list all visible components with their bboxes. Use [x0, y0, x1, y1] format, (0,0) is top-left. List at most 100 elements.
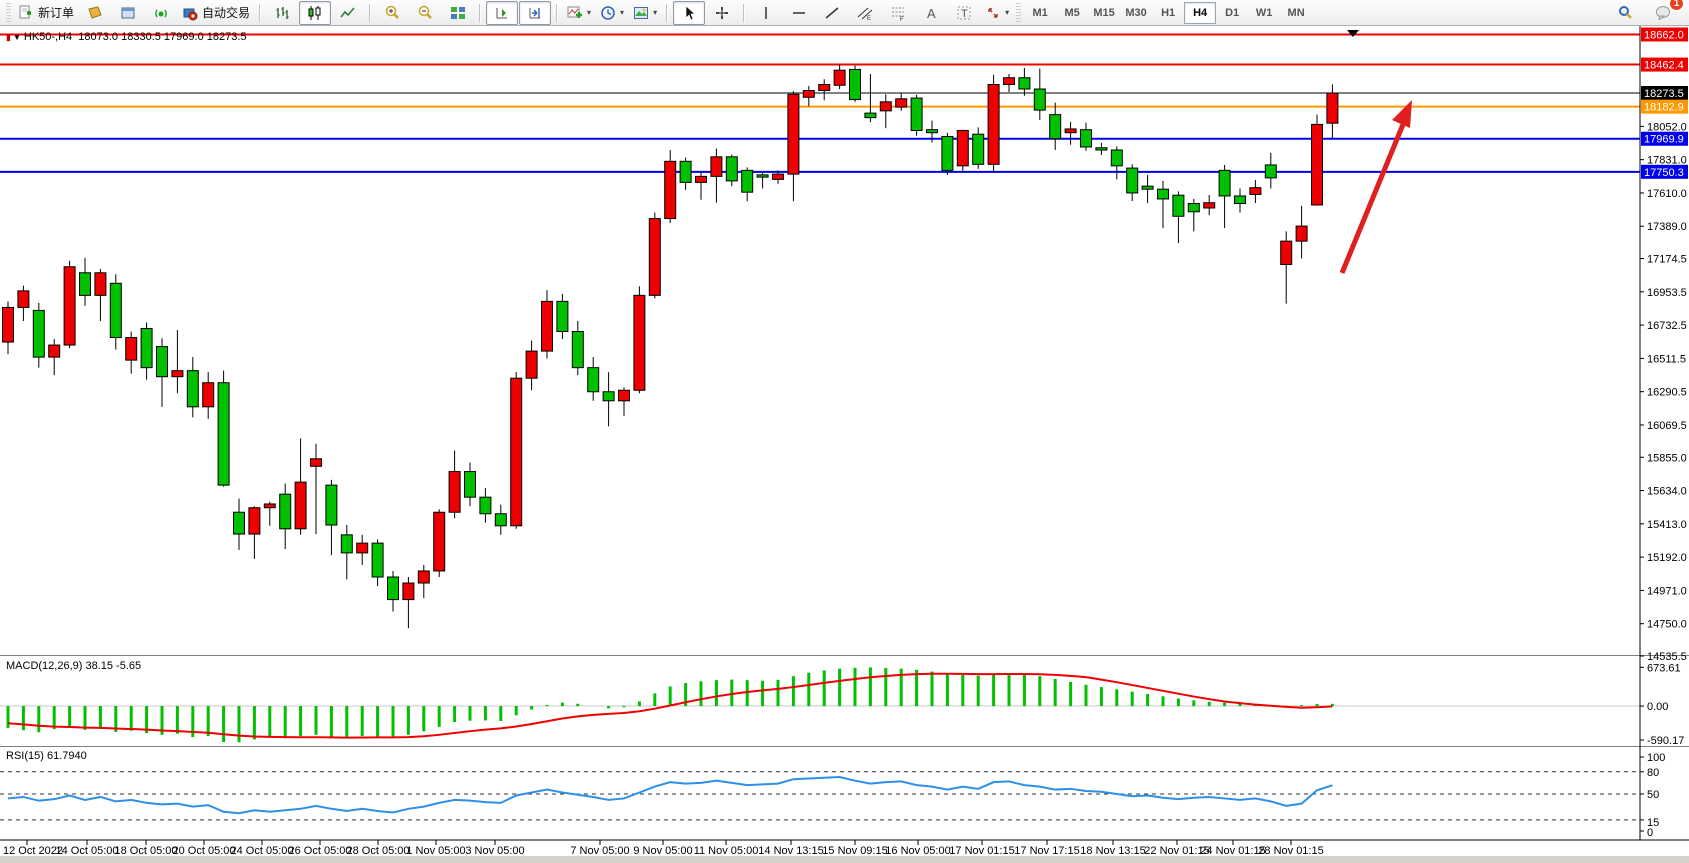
candle-bull[interactable]: [48, 344, 61, 358]
candle-bear[interactable]: [1234, 195, 1246, 204]
zoom-in-button[interactable]: [376, 1, 408, 25]
time-tick-label[interactable]: 18 Nov 13:15: [1080, 845, 1145, 857]
trendline-button[interactable]: [816, 1, 848, 25]
candle-bear[interactable]: [756, 174, 769, 178]
candle-bull[interactable]: [833, 69, 846, 86]
candle-bull[interactable]: [525, 350, 538, 379]
candle-bull[interactable]: [171, 370, 184, 378]
candle-chart-button[interactable]: [299, 0, 332, 25]
time-tick-label[interactable]: 9 Nov 05:00: [633, 845, 692, 857]
candle-bear[interactable]: [371, 542, 384, 578]
time-tick-label[interactable]: 28 Nov 01:15: [1258, 845, 1323, 857]
candle-bear[interactable]: [1049, 114, 1062, 140]
candle-bull[interactable]: [63, 266, 76, 346]
candle-bull[interactable]: [294, 481, 307, 530]
candle-bear[interactable]: [1080, 129, 1092, 148]
candle-bull[interactable]: [1295, 225, 1308, 242]
candle-bull[interactable]: [802, 90, 815, 98]
cursor-button[interactable]: [673, 0, 706, 25]
timeframe-m15-button[interactable]: M15: [1093, 6, 1115, 19]
time-tick-label[interactable]: 15 Nov 09:15: [822, 845, 887, 857]
time-tick-label[interactable]: 28 Oct 05:00: [347, 845, 410, 857]
candle-bull[interactable]: [2, 306, 14, 343]
candle-bear[interactable]: [1141, 185, 1154, 190]
time-tick-label[interactable]: 12 Oct 2022: [3, 845, 63, 857]
candle-bull[interactable]: [356, 542, 369, 554]
timeframe-h1-button[interactable]: H1: [1161, 6, 1176, 19]
candle-bear[interactable]: [864, 112, 877, 119]
new-order-button[interactable]: 新订单: [14, 1, 78, 25]
candle-bear[interactable]: [32, 309, 45, 358]
signals-button[interactable]: [145, 1, 177, 25]
candle-bear[interactable]: [587, 367, 600, 393]
candle-bear[interactable]: [1157, 188, 1169, 200]
candle-bull[interactable]: [1003, 77, 1015, 86]
timeframe-d1-button[interactable]: D1: [1225, 6, 1240, 19]
hline-button[interactable]: [783, 1, 815, 25]
timeframe-m5-button[interactable]: M5: [1064, 6, 1080, 19]
candle-bull[interactable]: [310, 458, 322, 467]
candle-bull[interactable]: [448, 471, 461, 513]
candle-bull[interactable]: [695, 175, 707, 183]
candle-bear[interactable]: [494, 513, 507, 527]
candle-bull[interactable]: [987, 84, 1000, 165]
chart-shift-button[interactable]: [519, 0, 552, 25]
arrows-button[interactable]: ▾: [981, 1, 1013, 25]
line-chart-button[interactable]: [332, 1, 364, 25]
candle-bear[interactable]: [1018, 77, 1031, 90]
candle-bull[interactable]: [648, 218, 661, 296]
candle-bear[interactable]: [279, 493, 292, 530]
candle-bull[interactable]: [895, 98, 908, 108]
chevron-down-icon[interactable]: ▾: [587, 8, 592, 17]
toolbar-grip-2[interactable]: [1016, 2, 1022, 23]
time-tick-label[interactable]: 17 Nov 17:15: [1014, 845, 1079, 857]
time-tick-label[interactable]: 18 Oct 05:00: [115, 845, 178, 857]
indicators-button[interactable]: ▾: [563, 1, 595, 25]
timeframe-m1-button[interactable]: M1: [1032, 6, 1048, 19]
candle-bear[interactable]: [1110, 149, 1123, 167]
candle-bear[interactable]: [1126, 167, 1139, 194]
tile-windows-button[interactable]: [442, 1, 474, 25]
candle-bull[interactable]: [772, 173, 784, 180]
candle-bull[interactable]: [417, 570, 430, 584]
candle-bull[interactable]: [1203, 202, 1216, 209]
time-tick-label[interactable]: 7 Nov 05:00: [570, 845, 629, 857]
candle-bear[interactable]: [602, 391, 615, 402]
time-tick-label[interactable]: 24 Oct 05:00: [231, 845, 294, 857]
time-tick-label[interactable]: 14 Nov 13:15: [758, 845, 823, 857]
candle-bull[interactable]: [17, 290, 30, 308]
timeframe-w1-button[interactable]: W1: [1255, 6, 1273, 19]
candle-bear[interactable]: [926, 129, 938, 134]
channel-button[interactable]: E: [849, 1, 881, 25]
text-button[interactable]: A: [915, 1, 947, 25]
candle-bull[interactable]: [1249, 187, 1262, 195]
candle-bear[interactable]: [941, 135, 954, 171]
candle-bear[interactable]: [233, 511, 245, 535]
candle-bear[interactable]: [140, 327, 153, 369]
templates-button[interactable]: ▾: [629, 1, 661, 25]
notifications-button[interactable]: 1: [1647, 0, 1684, 25]
candle-bull[interactable]: [541, 300, 553, 352]
candle-bull[interactable]: [618, 389, 630, 402]
time-tick-label[interactable]: 20 Oct 05:00: [173, 845, 236, 857]
chevron-down-icon[interactable]: ▾: [620, 8, 625, 17]
candle-bull[interactable]: [1326, 92, 1339, 124]
candle-bull[interactable]: [248, 507, 261, 535]
candle-bear[interactable]: [725, 156, 738, 182]
candle-bear[interactable]: [910, 97, 923, 131]
candle-bull[interactable]: [402, 582, 415, 601]
candle-bull[interactable]: [787, 93, 800, 175]
chevron-down-icon[interactable]: ▾: [653, 8, 658, 17]
candle-bear[interactable]: [186, 370, 199, 408]
time-tick-label[interactable]: 17 Nov 01:15: [949, 845, 1014, 857]
zoom-out-button[interactable]: [409, 1, 441, 25]
search-button[interactable]: [1609, 1, 1641, 25]
candle-bull[interactable]: [202, 382, 215, 408]
candle-bear[interactable]: [679, 160, 692, 183]
time-tick-label[interactable]: 3 Nov 05:00: [465, 845, 524, 857]
time-tick-label[interactable]: 1 Nov 05:00: [406, 845, 465, 857]
candle-bear[interactable]: [1187, 202, 1200, 213]
candle-bear[interactable]: [1033, 88, 1046, 111]
periods-button[interactable]: ▾: [596, 1, 628, 25]
candle-bull[interactable]: [956, 129, 969, 167]
